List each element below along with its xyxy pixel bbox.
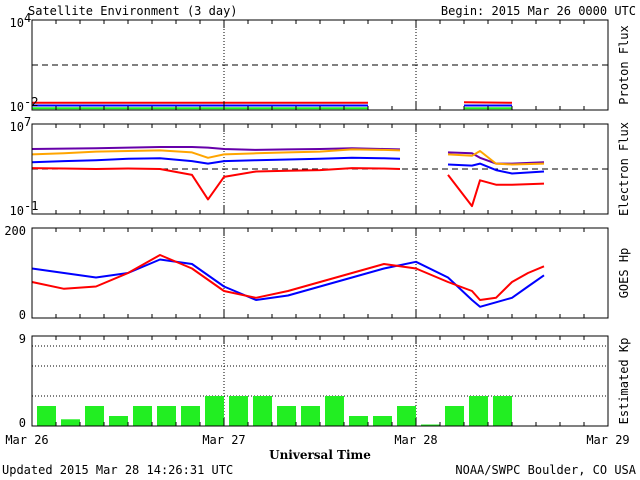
kp-bar [301,406,320,426]
panel-3: 200 0 GOES Hp [4,224,631,322]
kp-bar [109,416,128,426]
kp-bar [85,406,104,426]
y-tick-exponent-top: 7 [24,115,31,129]
x-tick-label-mar29: Mar 29 [586,433,629,447]
x-tick-label-mar28: Mar 28 [394,433,437,447]
y-axis-label: GOES Hp [617,248,631,299]
kp-bar [493,396,512,426]
x-tick-label-mar27: Mar 27 [202,433,245,447]
y-axis-label: Proton Flux [617,25,631,104]
chart-title: Satellite Environment (3 day) [28,4,238,18]
y-axis-label: Estimated Kp [617,338,631,425]
kp-bar [133,406,152,426]
y-tick-label-top: 10 [10,16,24,30]
y-tick-label-top: 9 [19,332,26,346]
series-orange-line [31,148,545,166]
kp-bar [325,396,344,426]
kp-bar [253,396,272,426]
y-tick-exponent-bottom: -2 [24,95,38,109]
begin-time: Begin: 2015 Mar 26 0000 UTC [441,4,636,18]
kp-bar [373,416,392,426]
y-tick-label-bottom: 0 [19,308,26,322]
y-tick-label-top: 200 [4,224,26,238]
series-blue-line [31,156,545,175]
panel-4: 9 0 Estimated Kp [19,332,631,430]
kp-bar [205,396,224,426]
series-red-line [32,101,513,104]
kp-bar [469,396,488,426]
kp-bar [349,416,368,426]
y-tick-label-top: 10 [10,120,24,134]
x-tick-label-mar26: Mar 26 [5,433,48,447]
series-blue-line [31,258,545,308]
kp-bar [445,406,464,426]
updated-time: Updated 2015 Mar 28 14:26:31 UTC [2,463,233,477]
kp-bar [397,406,416,426]
kp-bar [181,406,200,426]
kp-bar [157,406,176,426]
y-axis-label: Electron Flux [617,122,631,216]
credit-line: NOAA/SWPC Boulder, CO USA [455,463,636,477]
panel-frame [31,227,609,319]
series-red-line [31,254,545,301]
kp-bar [277,406,296,426]
y-tick-exponent-top: 4 [24,11,31,25]
x-axis-title: Universal Time [269,448,371,462]
panel-frame [31,19,609,111]
y-tick-label-bottom: 10 [10,204,24,218]
y-tick-label-bottom: 0 [19,416,26,430]
y-tick-exponent-bottom: -1 [24,199,38,213]
kp-bar [229,396,248,426]
y-tick-label-bottom: 10 [10,100,24,114]
kp-bar [61,419,80,426]
kp-bar [421,424,440,426]
series-red-line [31,167,545,208]
kp-bar [37,406,56,426]
